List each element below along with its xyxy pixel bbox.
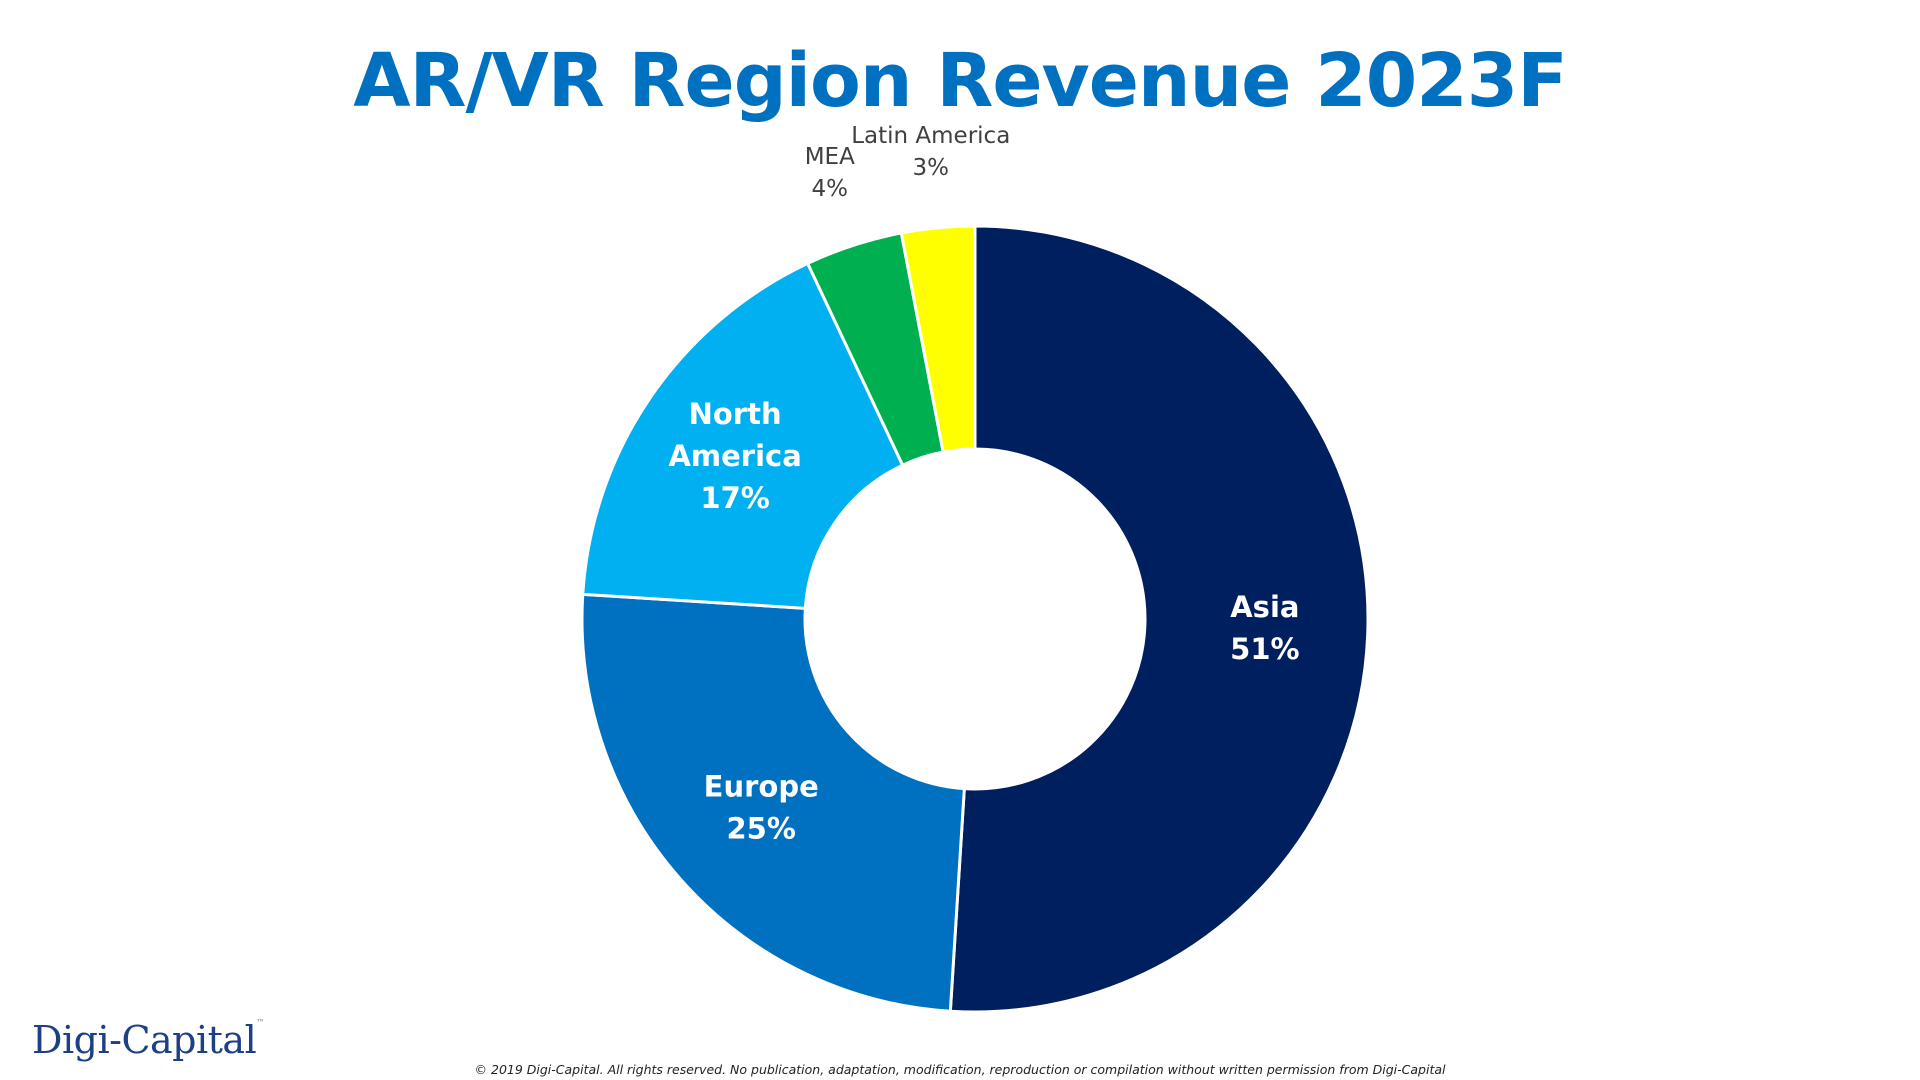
chart-title: AR/VR Region Revenue 2023F: [353, 38, 1568, 124]
labels-group: Asia 51% Europe 25% North America 17% MEA 4%Lati…: [668, 123, 1299, 845]
label-asia: Asia 51%: [1230, 590, 1299, 666]
label-europe: Europe 25%: [704, 769, 819, 845]
slice-north-america: [581, 261, 905, 610]
slice-europe: [580, 592, 966, 1013]
slice-asia: [948, 224, 1370, 1014]
label-mea: MEA 4%: [805, 144, 855, 202]
label-north-america: North America 17%: [668, 397, 801, 515]
digi-capital-logo: Digi-Capital™: [32, 1018, 264, 1062]
copyright-notice: © 2019 Digi-Capital. All rights reserved…: [474, 1062, 1446, 1077]
label-latin-america: Latin America 3%: [851, 123, 1010, 181]
logo-text: Digi-Capital: [32, 1018, 257, 1062]
slice-latin-america: [899, 224, 977, 454]
slices-group: [580, 224, 1370, 1014]
